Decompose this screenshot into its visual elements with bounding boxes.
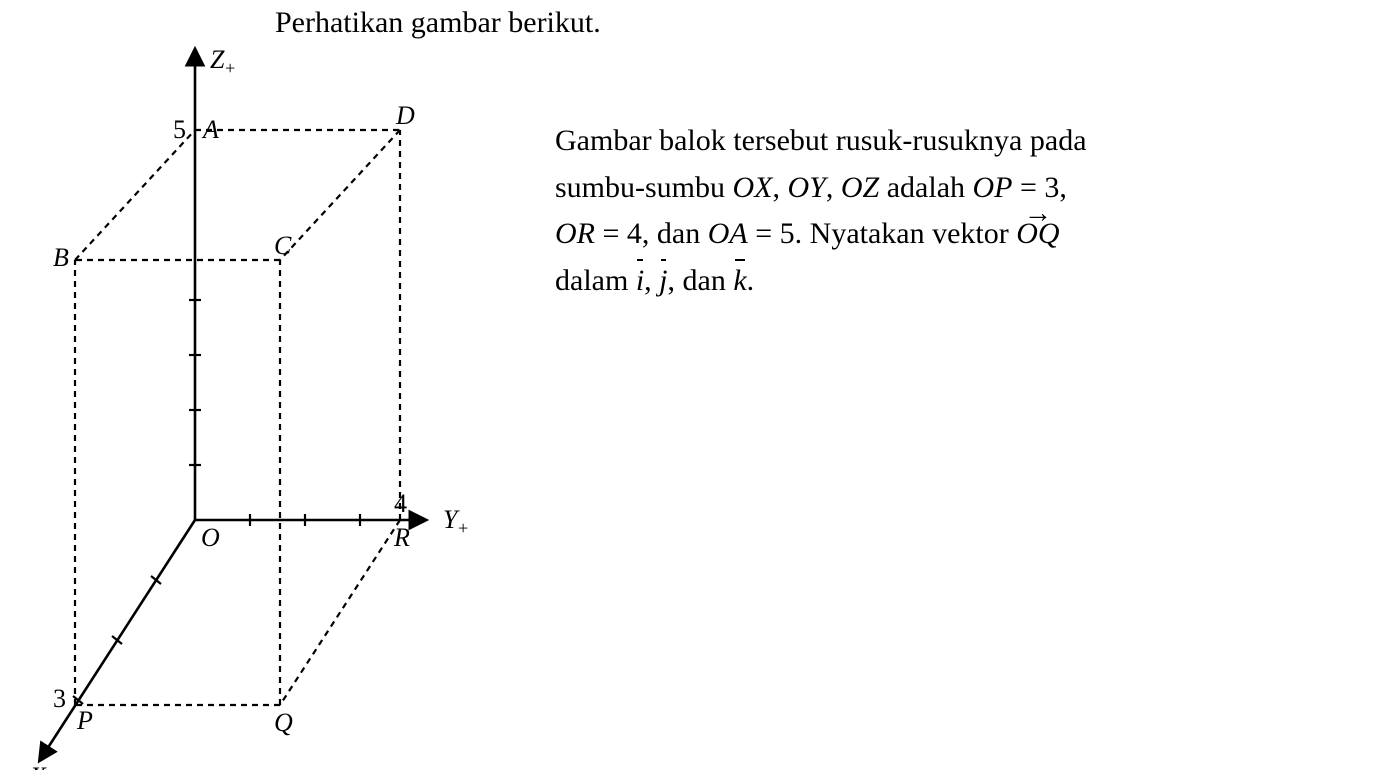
text-span: dalam xyxy=(555,264,636,297)
text-span: Gambar balok tersebut rusuk-rusuknya pad… xyxy=(555,124,1087,157)
svg-text:4: 4 xyxy=(394,489,407,518)
j-vector: j xyxy=(659,258,667,305)
k-vector: k xyxy=(733,258,746,305)
problem-text: Gambar balok tersebut rusuk-rusuknya pad… xyxy=(555,118,1375,304)
svg-text:D: D xyxy=(395,101,415,130)
oq-vector: OQ xyxy=(1016,211,1059,258)
or-label: OR xyxy=(555,217,595,250)
svg-text:A: A xyxy=(201,115,219,144)
diagram-svg: Z+Y+XOA5DBCR4P3Q xyxy=(0,30,520,770)
op-label: OP xyxy=(973,171,1013,204)
page-container: Perhatikan gambar berikut. Gambar balok … xyxy=(0,0,1382,784)
svg-text:+: + xyxy=(458,518,468,538)
i-vector: i xyxy=(636,258,644,305)
text-span: , xyxy=(644,264,659,297)
svg-text:5: 5 xyxy=(173,115,186,144)
svg-text:3: 3 xyxy=(53,684,66,713)
svg-text:Q: Q xyxy=(274,708,293,737)
text-span: , dan xyxy=(668,264,734,297)
svg-text:P: P xyxy=(76,706,93,735)
cuboid-diagram: Z+Y+XOA5DBCR4P3Q xyxy=(0,30,520,775)
text-span: = 4, dan xyxy=(595,217,708,250)
text-span: , xyxy=(773,171,788,204)
text-span: sumbu-sumbu xyxy=(555,171,733,204)
svg-text:+: + xyxy=(225,58,235,78)
oa-label: OA xyxy=(708,217,748,250)
text-span: = 5. Nyatakan vektor xyxy=(748,217,1017,250)
ox-label: OX xyxy=(733,171,773,204)
svg-text:X: X xyxy=(29,762,47,770)
svg-text:C: C xyxy=(274,231,292,260)
svg-text:R: R xyxy=(393,523,410,552)
text-span: adalah xyxy=(879,171,972,204)
svg-text:B: B xyxy=(53,243,69,272)
text-span: . xyxy=(747,264,755,297)
text-span: , xyxy=(826,171,841,204)
svg-text:Z: Z xyxy=(210,45,225,74)
oy-label: OY xyxy=(788,171,826,204)
oz-label: OZ xyxy=(841,171,879,204)
svg-text:O: O xyxy=(201,523,220,552)
